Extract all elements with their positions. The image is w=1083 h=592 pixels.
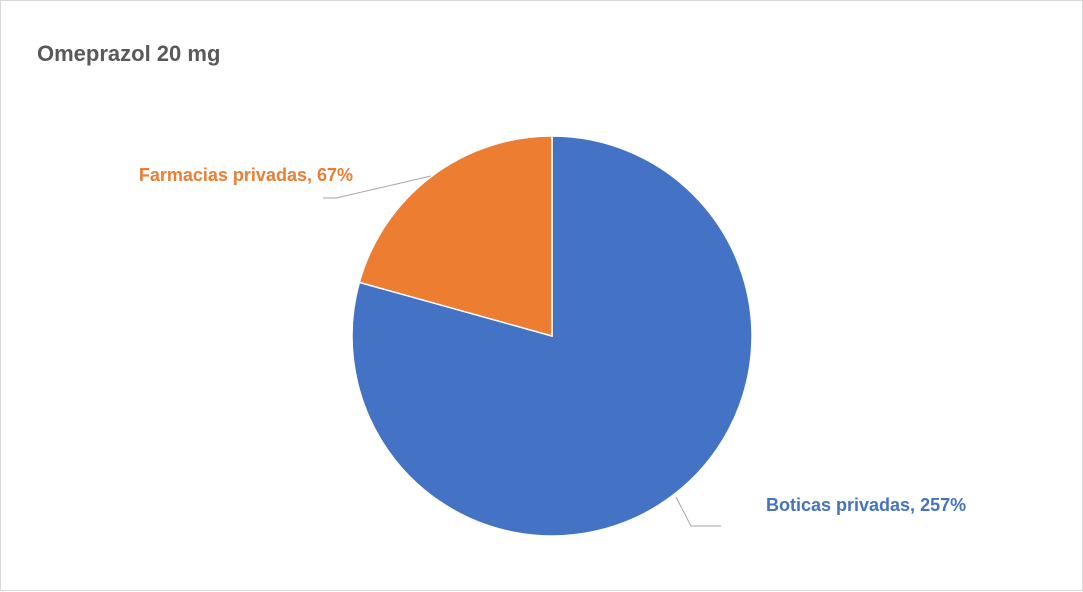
- data-label-farmacias-privadas: Farmacias privadas, 67%: [139, 165, 353, 185]
- chart-title: Omeprazol 20 mg: [37, 41, 221, 66]
- data-label-boticas-privadas: Boticas privadas, 257%: [766, 495, 966, 515]
- leader-line-farmacias-privadas: [323, 175, 432, 199]
- leader-line-boticas-privadas: [675, 496, 721, 527]
- pie-slice-farmacias-privadas: [358, 135, 553, 337]
